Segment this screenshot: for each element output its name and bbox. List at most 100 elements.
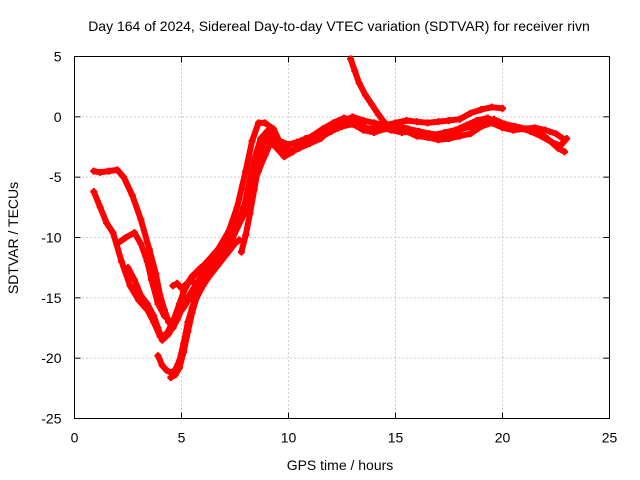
data-point (424, 119, 432, 127)
data-point (233, 203, 241, 211)
data-point (222, 250, 230, 258)
data-point (466, 109, 474, 117)
data-point (462, 121, 470, 129)
y-tick-label: 0 (54, 109, 62, 125)
data-point (409, 127, 417, 135)
x-tick-label: 10 (281, 430, 297, 446)
data-point (389, 124, 397, 132)
data-point (276, 137, 284, 145)
data-point (398, 126, 406, 134)
data-point (466, 130, 474, 138)
y-tick-label: -25 (41, 411, 61, 427)
data-point (126, 282, 134, 290)
data-point (165, 330, 173, 338)
x-axis: 0 5 10 15 20 25 (71, 56, 618, 446)
y-axis: -25 -20 -15 -10 -5 0 5 (41, 49, 610, 427)
data-point (192, 294, 200, 302)
data-point (143, 300, 151, 308)
x-tick-label: 0 (71, 430, 79, 446)
data-point (456, 115, 464, 123)
data-point (255, 119, 263, 127)
data-point (109, 229, 117, 237)
data-point (188, 277, 196, 285)
data-point (158, 336, 166, 344)
data-point (231, 240, 239, 248)
data-point (526, 127, 534, 135)
data-point (263, 135, 271, 143)
data-point (154, 352, 162, 360)
data-point (366, 125, 374, 133)
data-point (362, 91, 370, 99)
series-track-9 (347, 55, 406, 134)
data-point (124, 264, 132, 272)
data-point (148, 276, 156, 284)
data-point (246, 209, 254, 217)
data-point (537, 132, 545, 140)
data-point (413, 118, 421, 126)
data-point (312, 131, 320, 139)
x-tick-label: 15 (388, 430, 404, 446)
chart-title: Day 164 of 2024, Sidereal Day-to-day VTE… (88, 18, 590, 34)
data-point (182, 281, 190, 289)
data-point (150, 312, 158, 320)
data-point (270, 125, 278, 133)
data-point (477, 122, 485, 130)
data-point (259, 143, 267, 151)
y-tick-label: -20 (41, 350, 61, 366)
data-point (242, 231, 250, 239)
data-point (419, 130, 427, 138)
data-point (355, 122, 363, 130)
data-point (355, 79, 363, 87)
data-point (137, 240, 145, 248)
data-point (272, 143, 280, 151)
data-point (152, 270, 160, 278)
data-point (233, 221, 241, 229)
series-track-7 (169, 277, 196, 292)
data-point (203, 258, 211, 266)
data-point (552, 130, 560, 138)
data-point (488, 103, 496, 111)
data-point (154, 324, 162, 332)
data-point (167, 373, 175, 381)
data-point (199, 282, 207, 290)
data-point (267, 137, 275, 145)
data-point (169, 282, 177, 290)
data-point (105, 167, 113, 175)
y-tick-label: -15 (41, 290, 61, 306)
data-point (158, 361, 166, 369)
data-point (113, 166, 121, 174)
data-point (484, 114, 492, 122)
data-point (445, 135, 453, 143)
data-point (334, 124, 342, 132)
data-point (289, 148, 297, 156)
data-point (402, 116, 410, 124)
data-point (175, 306, 183, 314)
data-point (120, 173, 128, 181)
data-point (377, 124, 385, 132)
data-point (240, 209, 248, 217)
data-point (214, 261, 222, 269)
data-point (237, 248, 245, 256)
data-point (261, 119, 269, 127)
data-point (118, 258, 126, 266)
x-tick-label: 25 (602, 430, 618, 446)
data-point (122, 234, 130, 241)
data-point (171, 371, 179, 379)
y-axis-label: SDTVAR / TECUs (5, 182, 21, 294)
data-point (370, 119, 378, 127)
data-point (175, 364, 183, 372)
data-point (212, 248, 220, 256)
data-point (430, 131, 438, 139)
data-point (242, 167, 250, 175)
data-point (184, 328, 192, 336)
data-point (171, 318, 179, 326)
data-point (130, 229, 138, 237)
series-line (125, 115, 570, 344)
y-tick-label: -5 (49, 169, 62, 185)
data-point (225, 238, 233, 246)
data-point (154, 300, 162, 308)
data-point (173, 279, 181, 287)
y-tick-label: 5 (54, 49, 62, 65)
